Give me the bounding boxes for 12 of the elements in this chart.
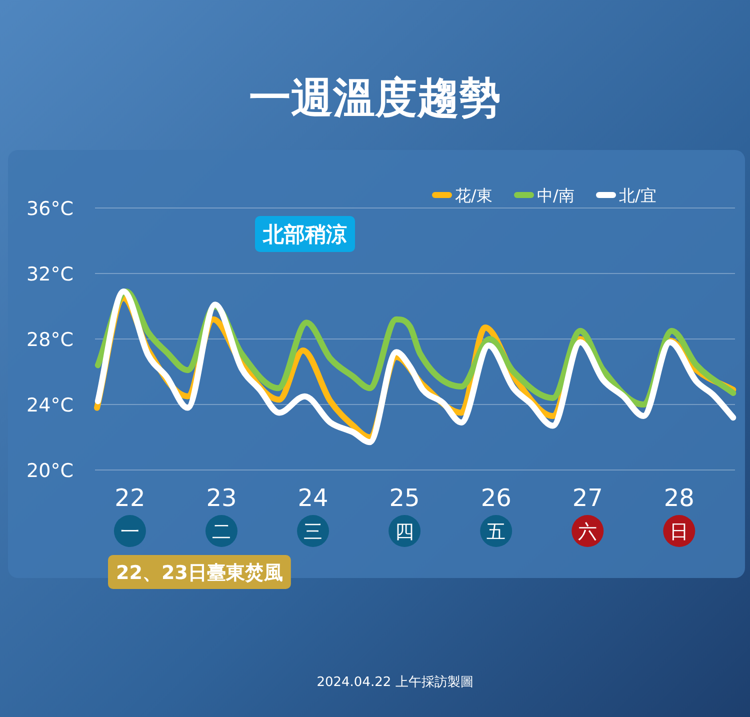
text: 22、23日臺東焚風 bbox=[116, 562, 283, 584]
legend-label: 中/南 bbox=[537, 186, 574, 205]
title: 一週溫度趨勢 bbox=[249, 73, 501, 122]
annotation: 北部稍涼 bbox=[262, 222, 347, 247]
y-tick-label: 20°C bbox=[26, 460, 74, 482]
y-tick-label: 24°C bbox=[26, 394, 74, 416]
legend-label: 北/宜 bbox=[619, 186, 656, 205]
y-tick-label: 32°C bbox=[26, 264, 74, 286]
legend-label: 花/東 bbox=[455, 186, 492, 205]
text: 2024.04.22 上午採訪製圖 bbox=[316, 675, 474, 690]
y-tick-label: 36°C bbox=[26, 198, 74, 220]
y-tick-label: 28°C bbox=[26, 329, 74, 351]
